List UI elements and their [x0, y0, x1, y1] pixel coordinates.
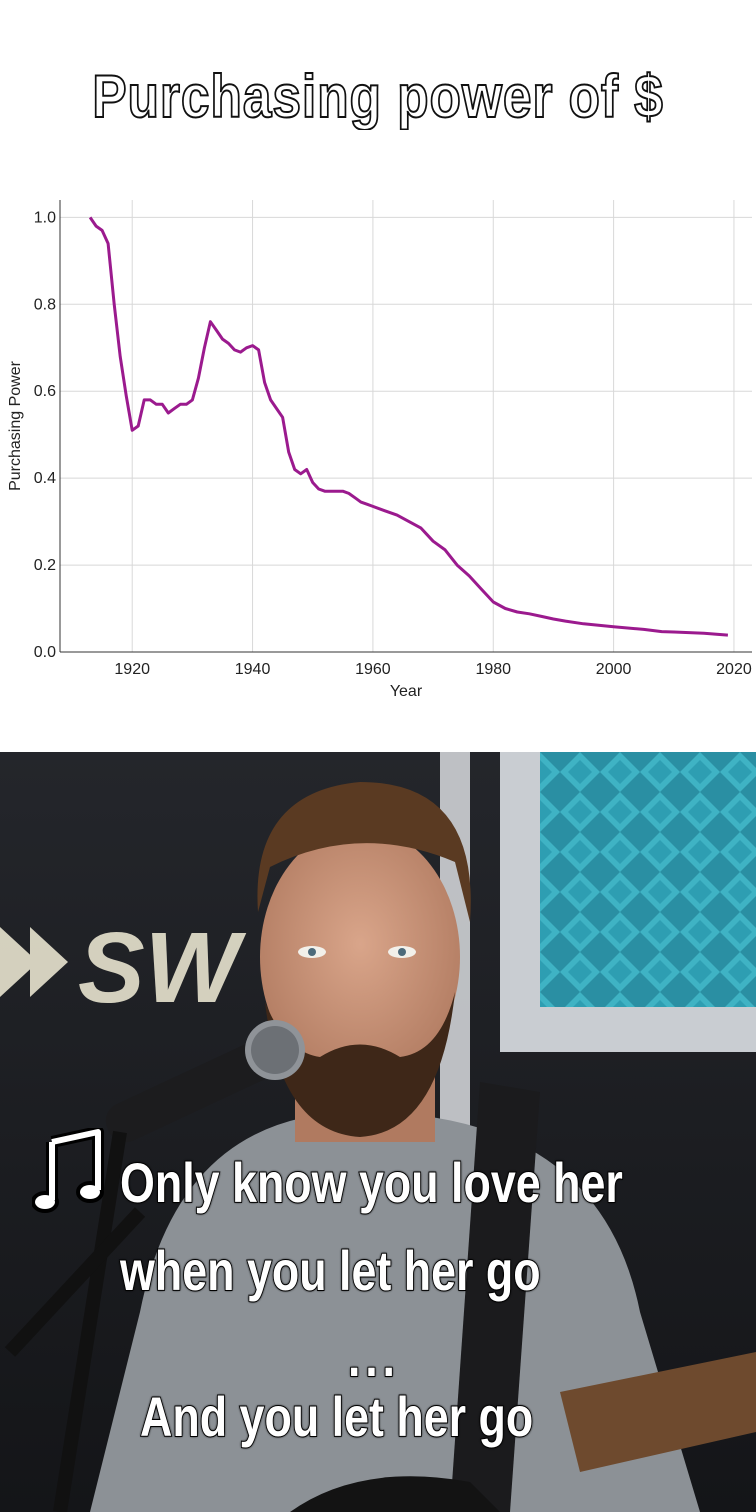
singer-photo-illustration: SW [0, 752, 756, 1512]
music-note-icon [32, 1128, 104, 1213]
y-tick-label: 0.4 [34, 470, 56, 487]
y-tick-label: 0.2 [34, 557, 56, 574]
screen-pattern [540, 752, 756, 1007]
chart-series [88, 216, 729, 637]
x-tick-label: 2020 [716, 661, 752, 678]
x-tick-label: 2000 [596, 661, 632, 678]
y-axis-label: Purchasing Power [7, 360, 24, 491]
caption-line-1: Only know you love her [119, 1150, 623, 1215]
guitar-strap [450, 1082, 540, 1512]
gray-tshirt [90, 1112, 700, 1512]
x-tick-label: 1940 [235, 661, 271, 678]
y-tick-label: 0.6 [34, 383, 56, 400]
x-axis-label: Year [390, 683, 423, 700]
chart-panel: Purchasing power of $ 1920 1940 1960 1980 20… [0, 0, 756, 752]
svg-text:SW: SW [78, 912, 247, 1024]
caption-line-2: when you let her go [119, 1238, 541, 1303]
beard [265, 992, 455, 1137]
y-tick-label: 0.8 [34, 296, 56, 313]
x-tick-label: 1980 [475, 661, 511, 678]
mic-stand [4, 1130, 146, 1512]
microphone [105, 1020, 305, 1143]
hair [257, 782, 471, 922]
chart-ticks: 1920 1940 1960 1980 2000 2020 0.0 0.2 0.4 0.6 0.8 1… [34, 209, 752, 678]
right-iris [398, 948, 406, 956]
y-tick-label: 1.0 [34, 209, 56, 226]
sw-logo: SW [0, 912, 247, 1024]
x-tick-label: 1960 [355, 661, 391, 678]
guitar-body [290, 1476, 500, 1512]
face [260, 827, 460, 1087]
caption-line-3: And you let her go [139, 1384, 534, 1449]
meme-title: Purchasing power of $ [91, 62, 664, 131]
y-tick-label: 0.0 [34, 644, 56, 661]
singer-photo: SW Only know you love her [0, 752, 756, 1512]
x-tick-label: 1920 [114, 661, 150, 678]
purchasing-power-line [88, 216, 729, 637]
caption-ellipsis: ... [347, 1324, 400, 1389]
chart-axes [59, 200, 752, 653]
line-chart: 1920 1940 1960 1980 2000 2020 0.0 0.2 0.4 0.6 0.8 1… [7, 200, 752, 700]
guitar-neck [560, 1352, 756, 1472]
chart-grid [60, 200, 752, 653]
left-iris [308, 948, 316, 956]
